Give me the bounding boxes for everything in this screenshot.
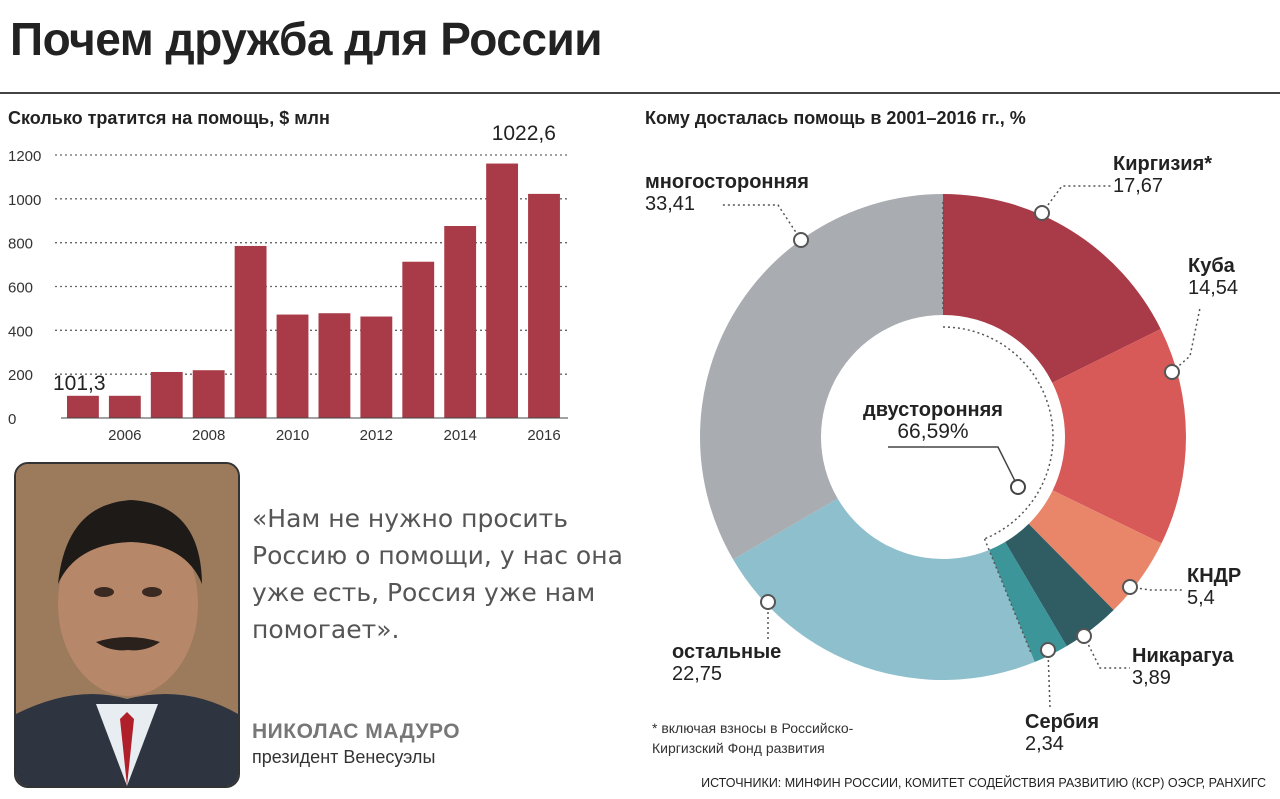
- bilateral-arc: [942, 326, 1054, 540]
- center-marker: [1010, 479, 1026, 495]
- bar-2007: [150, 371, 183, 418]
- data-label-last: 1022,6: [492, 122, 556, 145]
- slice-value: 2,34: [1025, 733, 1064, 755]
- portrait-illustration: [16, 464, 238, 786]
- sources-line: ИСТОЧНИКИ: МИНФИН РОССИИ, КОМИТЕТ СОДЕЙС…: [701, 776, 1266, 790]
- slice-marker: [1164, 364, 1180, 380]
- bar-2013: [402, 261, 435, 418]
- slice-6: [700, 194, 943, 560]
- title-divider: [0, 92, 1280, 94]
- slice-marker: [1034, 205, 1050, 221]
- center-pointer: [888, 446, 1019, 488]
- bar-2012: [360, 316, 393, 418]
- quote-author-name: НИКОЛАС МАДУРО: [252, 720, 461, 743]
- x-tick-label: 2012: [360, 427, 393, 444]
- bar-2011: [318, 313, 351, 418]
- slice-0: [943, 194, 1161, 383]
- quote-author-role: президент Венесуэлы: [252, 747, 436, 767]
- slice-name: Никарагуа: [1132, 645, 1234, 667]
- bar-2010: [276, 314, 309, 418]
- slice-1: [1052, 328, 1186, 544]
- data-label-first: 101,3: [53, 372, 106, 395]
- y-tick-label: 600: [8, 280, 33, 297]
- bilateral-tick-end: [983, 538, 1032, 654]
- slice-3: [1005, 523, 1114, 647]
- slice-marker: [1040, 642, 1056, 658]
- x-tick-label: 2016: [527, 427, 560, 444]
- y-tick-label: 400: [8, 323, 33, 340]
- slice-value: 17,67: [1113, 175, 1163, 197]
- donut-chart-title: Кому досталась помощь в 2001–2016 гг., %: [645, 108, 1026, 128]
- slice-name: остальные: [672, 641, 781, 663]
- x-tick-label: 2010: [276, 427, 309, 444]
- portrait-photo: [14, 462, 240, 788]
- slice-name: Сербия: [1025, 711, 1099, 733]
- y-tick-label: 200: [8, 367, 33, 384]
- y-tick-label: 1000: [8, 192, 41, 209]
- bar-2016: [528, 193, 560, 418]
- quote-text: «Нам не нужно просить Россию о помощи, у…: [252, 504, 623, 644]
- slice-marker: [1122, 579, 1138, 595]
- bar-2015: [486, 163, 519, 418]
- page-title: Почем дружба для России: [10, 13, 603, 65]
- bar-chart-title: Сколько тратится на помощь, $ млн: [8, 108, 330, 128]
- slice-marker: [760, 594, 776, 610]
- slice-value: 3,89: [1132, 667, 1171, 689]
- leader-line: [1083, 635, 1130, 669]
- leader-line: [720, 204, 802, 241]
- slice-5: [733, 498, 1035, 680]
- bar-2006: [108, 395, 141, 418]
- bar-2005: [67, 395, 99, 418]
- bar-2014: [444, 226, 477, 418]
- y-tick-label: 800: [8, 236, 33, 253]
- slice-value: 22,75: [672, 663, 722, 685]
- slice-value: 14,54: [1188, 277, 1238, 299]
- slice-name: КНДР: [1187, 565, 1241, 587]
- slice-marker: [1076, 628, 1092, 644]
- x-tick-label: 2006: [108, 427, 141, 444]
- bar-2009: [234, 245, 267, 418]
- leader-line: [1047, 649, 1051, 709]
- slice-value: 33,41: [645, 193, 695, 215]
- bar-2008: [192, 370, 225, 418]
- y-tick-label: 0: [8, 411, 16, 428]
- slice-value: 5,4: [1187, 587, 1215, 609]
- slice-marker: [793, 232, 809, 248]
- x-tick-label: 2008: [192, 427, 225, 444]
- slice-4: [989, 542, 1067, 663]
- footnote: * включая взносы в Российско-Киргизский …: [652, 720, 854, 756]
- center-label: двусторонняя: [863, 399, 1003, 421]
- slice-name: многосторонняя: [645, 171, 809, 193]
- y-tick-label: 1200: [8, 148, 41, 165]
- slice-name: Киргизия*: [1113, 153, 1212, 175]
- center-value: 66,59%: [897, 420, 968, 443]
- leader-line: [1041, 185, 1112, 214]
- leader-line: [1171, 307, 1201, 373]
- slice-name: Куба: [1188, 255, 1236, 277]
- x-tick-label: 2014: [443, 427, 476, 444]
